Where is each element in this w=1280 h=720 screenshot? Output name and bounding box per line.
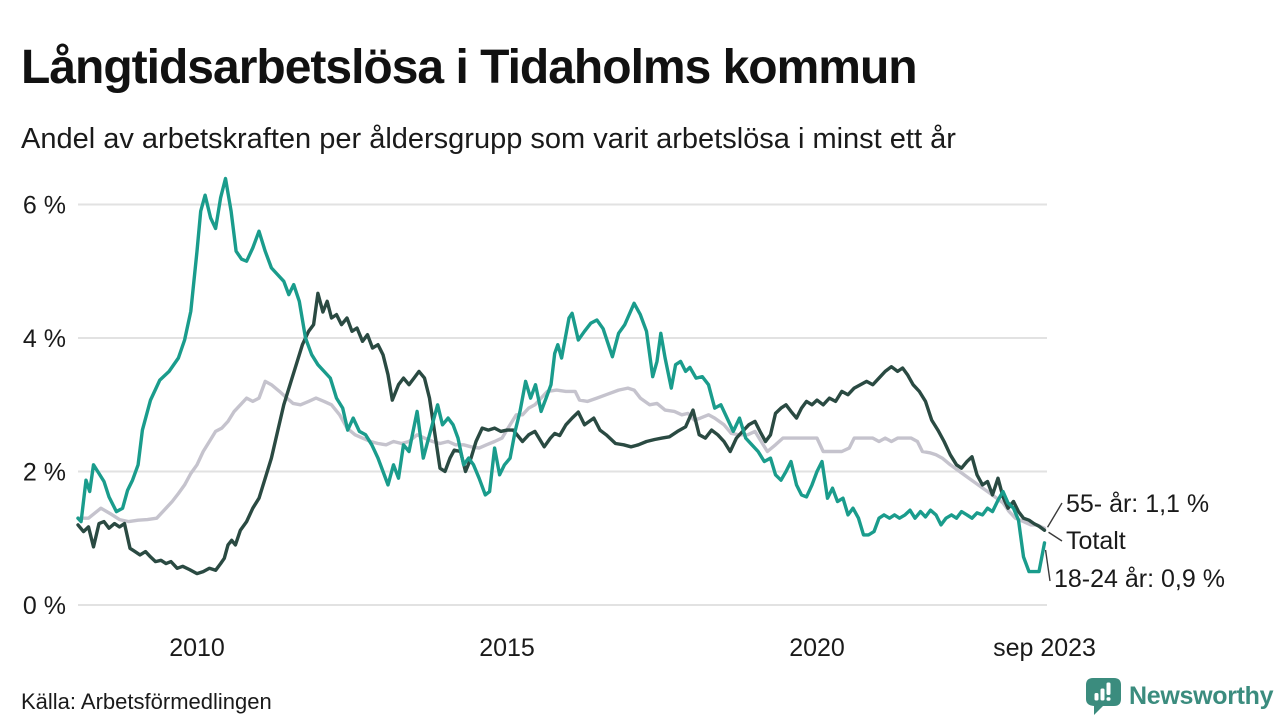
- x-axis-tick-label: 2020: [789, 634, 845, 662]
- series-end-label-totalt: Totalt: [1066, 527, 1126, 555]
- y-axis-tick-label: 0 %: [23, 592, 66, 620]
- x-axis-tick-label: sep 2023: [993, 634, 1096, 662]
- newsworthy-bubble-chart-icon: [1086, 678, 1121, 715]
- y-axis-tick-label: 2 %: [23, 459, 66, 487]
- annotation-leader-line: [1046, 502, 1063, 528]
- x-axis-tick-label: 2015: [479, 634, 535, 662]
- x-axis-tick-label: 2010: [169, 634, 225, 662]
- annotation-leader-line: [1044, 549, 1051, 582]
- newsworthy-logo: Newsworthy: [1084, 676, 1274, 716]
- source-note: Källa: Arbetsförmedlingen: [21, 689, 272, 714]
- page-subtitle: Andel av arbetskraften per åldersgrupp s…: [21, 123, 956, 155]
- series-line-18-24-år: [76, 176, 1047, 574]
- annotation-leader-line: [1048, 531, 1063, 542]
- series-end-label-18-24: 18-24 år: 0,9 %: [1054, 565, 1225, 593]
- y-axis-tick-label: 4 %: [23, 325, 66, 353]
- page-title: Långtidsarbetslösa i Tidaholms kommun: [21, 41, 918, 95]
- newsworthy-wordmark: Newsworthy: [1129, 681, 1274, 710]
- y-axis-tick-label: 6 %: [23, 192, 66, 220]
- series-line-55-år: [76, 291, 1047, 576]
- series-line-totalt: [76, 379, 1047, 530]
- series-end-label-55: 55- år: 1,1 %: [1066, 490, 1210, 518]
